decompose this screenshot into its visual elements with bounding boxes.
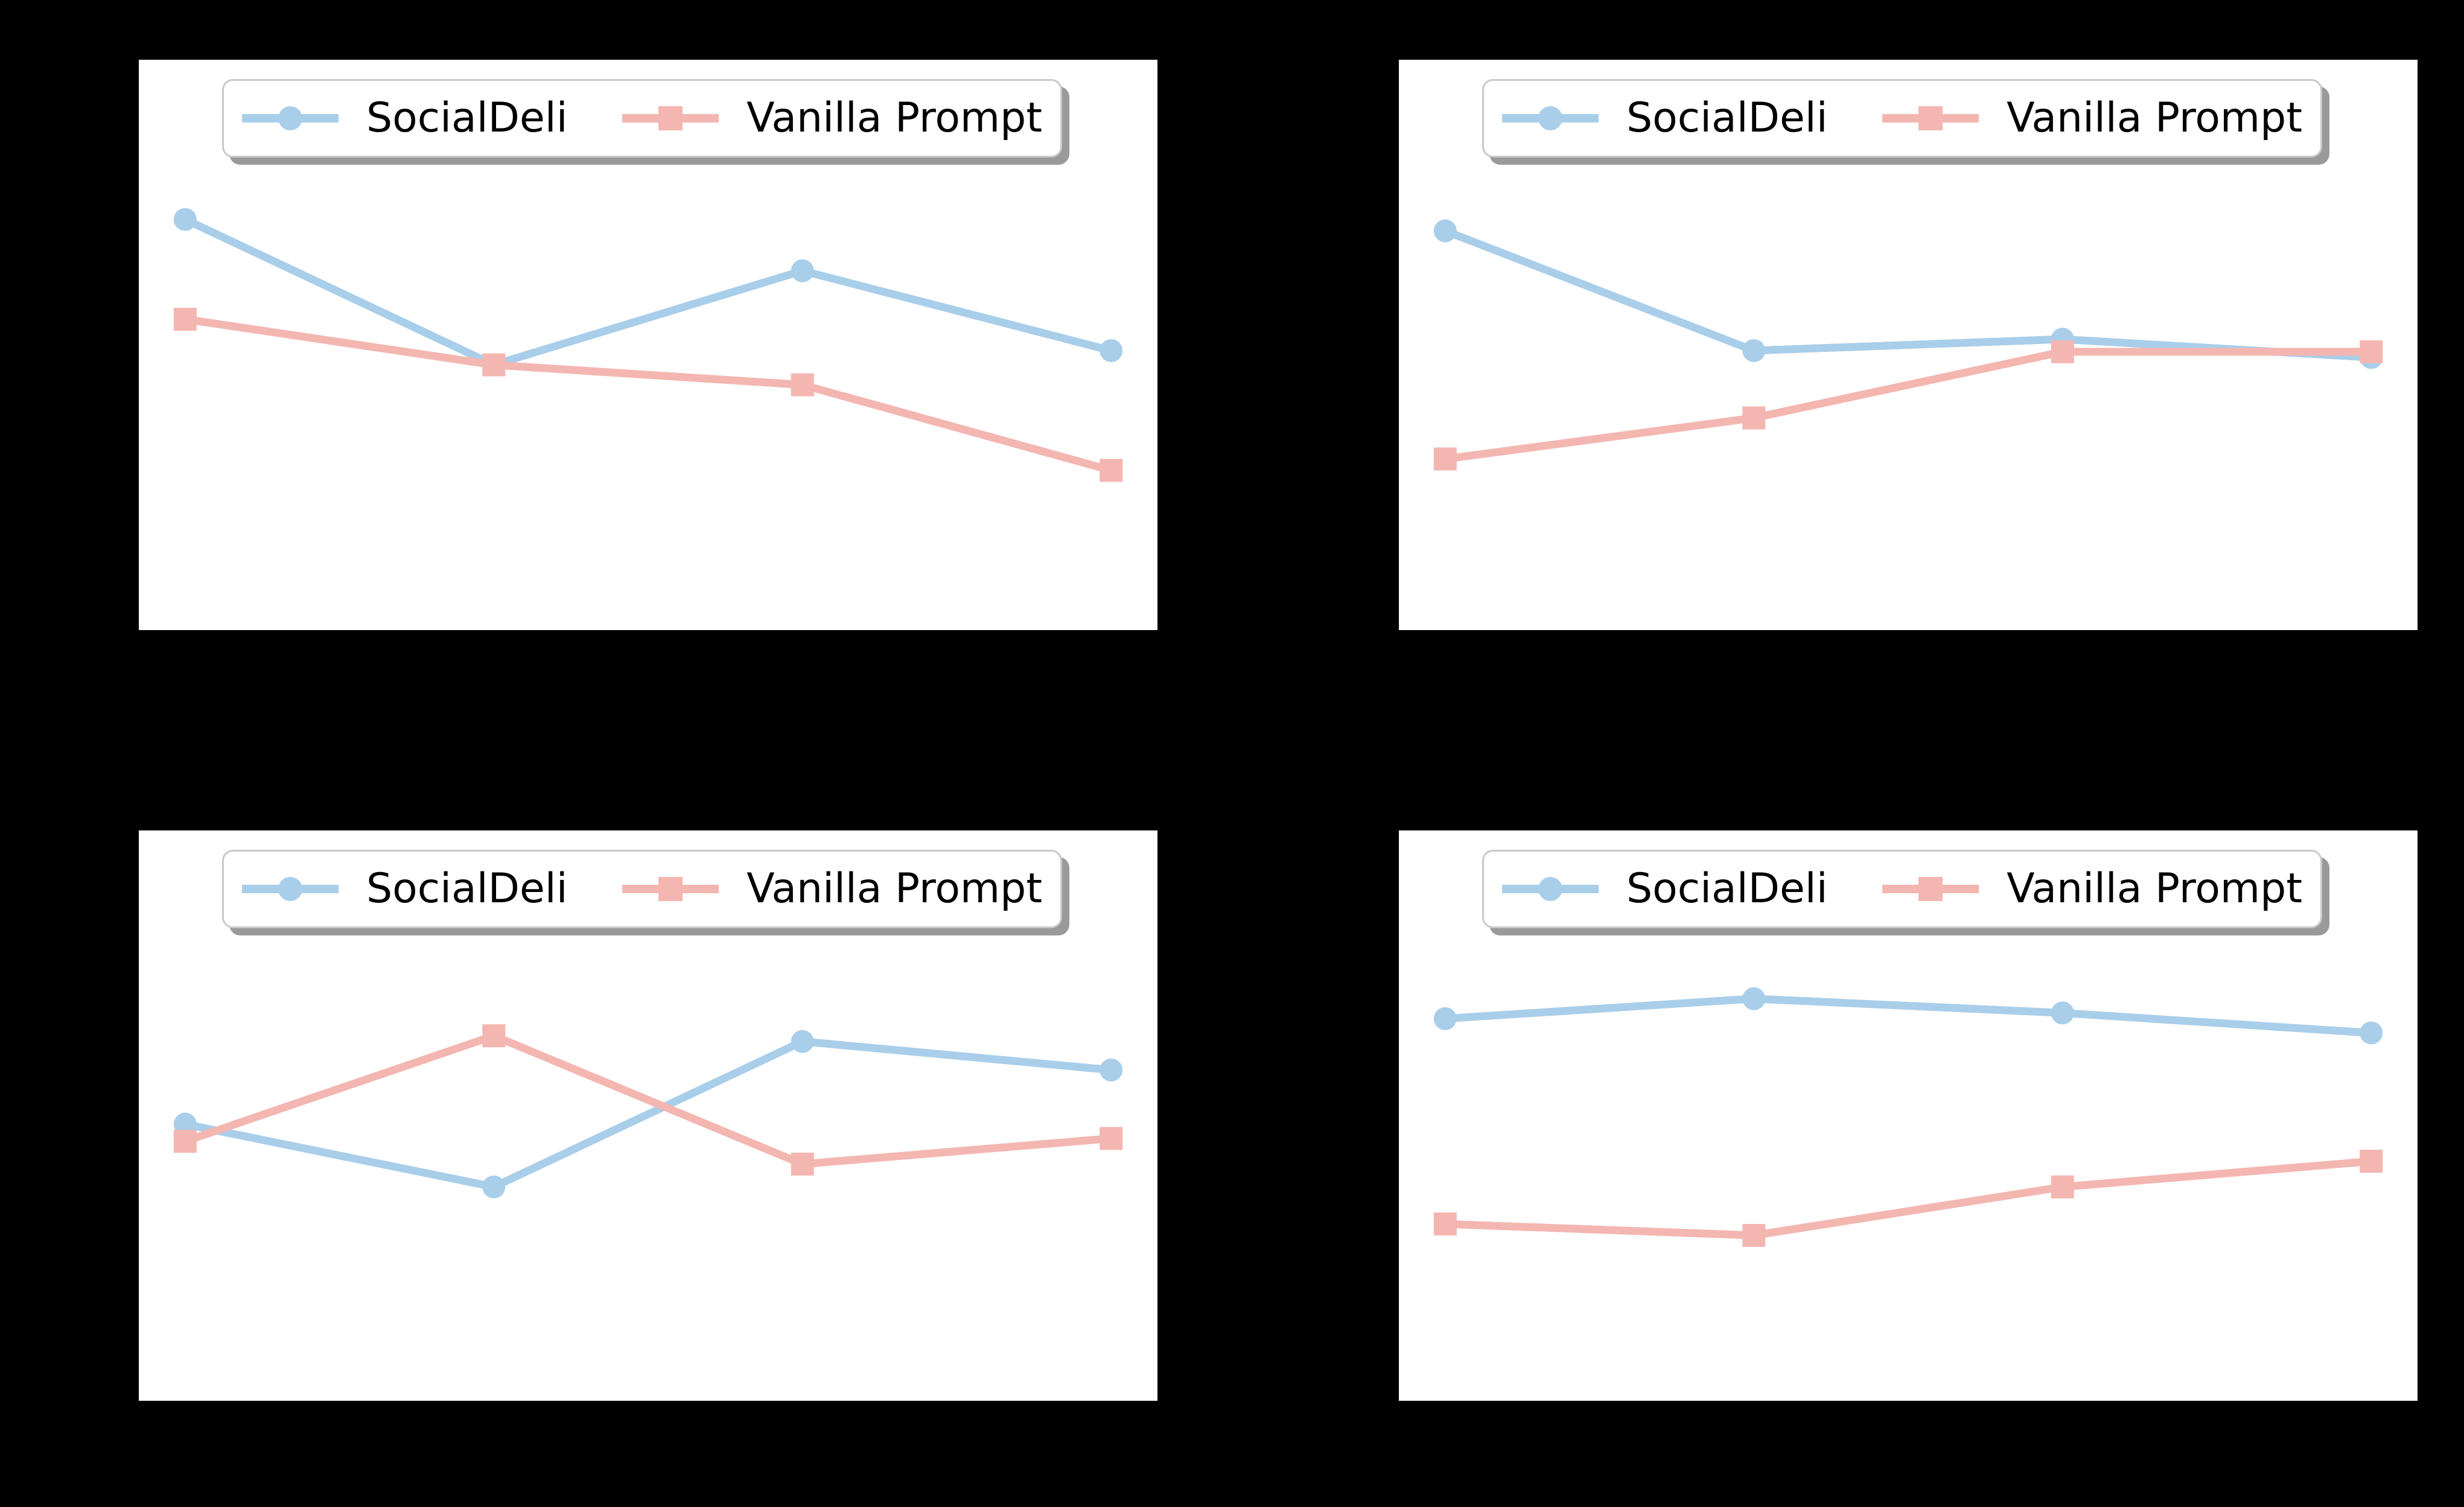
legend-label-vanilla-prompt: Vanilla Prompt [2007, 94, 2302, 142]
data-point-marker-circle [2051, 1001, 2074, 1025]
data-point-marker-square [173, 1130, 197, 1153]
data-point-marker-square [791, 373, 814, 397]
socialdeli-line-marker-icon [242, 876, 339, 902]
vanilla-prompt-line-marker-icon [622, 106, 719, 131]
data-point-marker-square [791, 1152, 814, 1176]
series-line-vanilla-prompt [184, 315, 1112, 474]
vanilla-prompt-line-marker-icon [1882, 106, 1979, 131]
legend: SocialDeli Vanilla Prompt [1482, 850, 2322, 928]
series-line-socialdeli [183, 215, 1112, 369]
data-point-marker-circle [1742, 339, 1766, 362]
legend-label-vanilla-prompt: Vanilla Prompt [2007, 865, 2302, 913]
legend-entry-vanilla-prompt: Vanilla Prompt [1882, 98, 2302, 139]
legend: SocialDeli Vanilla Prompt [1482, 79, 2322, 158]
legend-entry-socialdeli: SocialDeli [1502, 98, 1828, 139]
legend-label-vanilla-prompt: Vanilla Prompt [747, 94, 1042, 142]
data-point-marker-circle [1742, 987, 1766, 1010]
data-point-marker-square [1742, 406, 1766, 430]
legend-entry-vanilla-prompt: Vanilla Prompt [622, 868, 1042, 910]
vanilla-prompt-line-marker-icon [622, 876, 719, 902]
data-point-marker-square [482, 1024, 506, 1048]
data-point-marker-circle [1100, 339, 1123, 362]
legend-label-socialdeli: SocialDeli [366, 94, 568, 142]
series-line-vanilla-prompt [183, 1031, 1112, 1168]
series-line-socialdeli [184, 1037, 1112, 1191]
series-line-socialdeli [1445, 995, 2372, 1037]
line-chart-bottom-left [173, 1024, 1123, 1199]
data-point-marker-circle [1433, 219, 1457, 243]
data-point-marker-square [1100, 459, 1123, 482]
legend-label-socialdeli: SocialDeli [366, 865, 568, 913]
line-chart-top-right [1433, 219, 2383, 471]
socialdeli-line-marker-icon [1502, 106, 1599, 131]
data-point-marker-square [1742, 1223, 1766, 1247]
legend-entry-socialdeli: SocialDeli [242, 98, 568, 139]
socialdeli-line-marker-icon [1502, 876, 1599, 902]
chart-panel-top-left: SocialDeli Vanilla Prompt [139, 60, 1157, 630]
series-line-vanilla-prompt [1445, 1157, 2372, 1240]
line-chart-bottom-right [1433, 987, 2383, 1247]
line-chart-top-left [173, 208, 1123, 482]
data-point-marker-square [2360, 1150, 2383, 1173]
data-point-marker-square [2360, 340, 2383, 363]
series-line-socialdeli [1444, 227, 2372, 362]
legend-label-socialdeli: SocialDeli [1626, 865, 1828, 913]
data-point-marker-square [1100, 1127, 1123, 1150]
data-point-marker-square [1433, 1212, 1457, 1236]
chart-panel-bottom-right: SocialDeli Vanilla Prompt [1399, 830, 2418, 1401]
data-point-marker-circle [791, 259, 814, 282]
legend-label-socialdeli: SocialDeli [1626, 94, 1828, 142]
socialdeli-line-marker-icon [242, 106, 339, 131]
chart-panel-top-right: SocialDeli Vanilla Prompt [1399, 60, 2418, 630]
legend-entry-vanilla-prompt: Vanilla Prompt [1882, 868, 2302, 910]
data-point-marker-circle [173, 208, 197, 231]
legend-label-vanilla-prompt: Vanilla Prompt [747, 865, 1042, 913]
vanilla-prompt-line-marker-icon [1882, 876, 1979, 902]
chart-panel-bottom-left: SocialDeli Vanilla Prompt [139, 830, 1157, 1401]
data-point-marker-square [482, 353, 506, 377]
data-point-marker-square [173, 307, 197, 331]
legend-entry-socialdeli: SocialDeli [1502, 868, 1828, 910]
data-point-marker-circle [482, 1175, 506, 1199]
data-point-marker-square [2051, 340, 2074, 363]
series-line-vanilla-prompt [1444, 348, 2372, 463]
legend-entry-socialdeli: SocialDeli [242, 868, 568, 910]
legend-entry-vanilla-prompt: Vanilla Prompt [622, 98, 1042, 139]
data-point-marker-circle [2360, 1021, 2383, 1045]
data-point-marker-square [2051, 1175, 2074, 1199]
data-point-marker-circle [1433, 1007, 1457, 1030]
legend: SocialDeli Vanilla Prompt [222, 850, 1062, 928]
data-point-marker-square [1433, 447, 1457, 471]
data-point-marker-circle [791, 1030, 814, 1053]
data-point-marker-circle [1100, 1058, 1123, 1082]
legend: SocialDeli Vanilla Prompt [222, 79, 1062, 158]
